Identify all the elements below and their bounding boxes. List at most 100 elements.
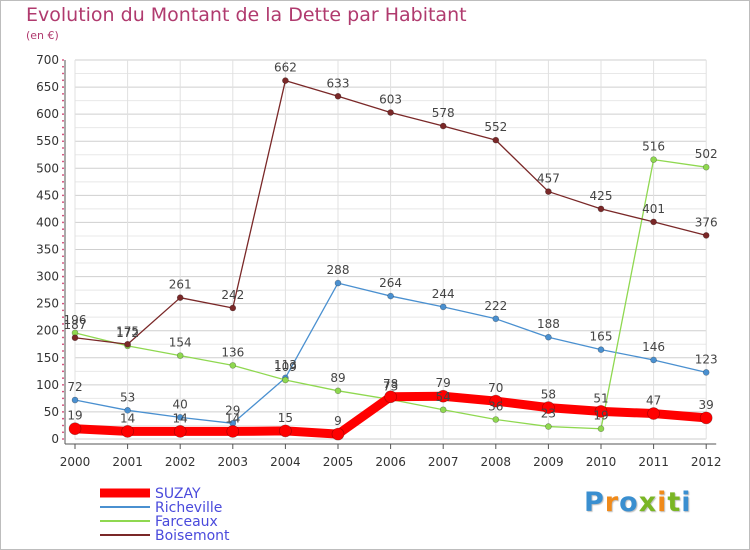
y-minor-tick	[62, 187, 64, 190]
x-tick-label: 2008	[481, 455, 512, 469]
data-point-richeville	[702, 369, 710, 376]
data-label-richeville: 264	[379, 276, 402, 290]
y-minor-tick	[62, 302, 64, 305]
y-minor-tick	[62, 383, 64, 386]
logo-letter: i	[657, 487, 668, 518]
data-label-richeville: 40	[173, 397, 188, 411]
data-point-farceaux	[597, 425, 605, 433]
legend-label-farceaux: Farceaux	[155, 514, 218, 530]
y-minor-tick	[62, 167, 64, 170]
legend-label-boisemont: Boisemont	[155, 528, 230, 544]
y-minor-tick	[62, 147, 64, 149]
data-label-boisemont: 603	[379, 93, 402, 107]
data-label-farceaux: 154	[169, 336, 192, 350]
data-label-farceaux: 23	[541, 407, 556, 421]
data-label-farceaux: 73	[383, 379, 398, 393]
y-minor-tick	[62, 336, 64, 339]
data-point-richeville	[439, 303, 447, 311]
data-point-richeville	[545, 333, 552, 341]
y-minor-tick	[62, 79, 64, 82]
y-minor-tick	[62, 221, 64, 224]
data-label-richeville: 72	[67, 380, 82, 394]
y-minor-tick	[62, 329, 64, 332]
data-point-suzay	[699, 411, 713, 425]
data-point-farceaux	[334, 387, 342, 395]
data-point-suzay	[647, 407, 660, 420]
logo-letter: r	[604, 487, 620, 518]
x-tick-label: 2007	[428, 455, 459, 469]
data-point-farceaux	[702, 163, 710, 171]
x-tick-label: 2011	[638, 455, 669, 469]
y-minor-tick	[62, 431, 64, 434]
data-point-boisemont	[597, 205, 605, 213]
data-point-suzay	[331, 427, 345, 441]
data-point-boisemont	[439, 122, 447, 130]
data-label-farceaux: 36	[488, 400, 503, 414]
data-point-richeville	[492, 315, 500, 323]
data-point-farceaux	[650, 156, 657, 163]
y-tick-label: 600	[36, 107, 59, 121]
data-label-boisemont: 633	[327, 76, 350, 90]
data-point-richeville	[71, 396, 79, 404]
data-label-suzay: 15	[278, 411, 293, 425]
y-minor-tick	[62, 65, 64, 68]
y-minor-tick	[62, 133, 64, 136]
data-label-boisemont: 401	[642, 202, 665, 216]
data-label-boisemont: 425	[590, 189, 613, 203]
y-minor-tick	[62, 228, 64, 231]
y-minor-tick	[62, 59, 64, 61]
logo-letter: t	[667, 487, 682, 518]
data-label-richeville: 222	[484, 299, 507, 313]
data-label-boisemont: 376	[695, 215, 718, 229]
x-tick-label: 2005	[323, 455, 354, 469]
data-point-suzay	[226, 425, 240, 438]
data-point-boisemont	[229, 304, 237, 312]
data-point-richeville	[597, 346, 605, 353]
data-label-farceaux: 516	[642, 140, 665, 154]
y-minor-tick	[62, 282, 64, 285]
data-point-suzay	[436, 389, 450, 403]
y-minor-tick	[62, 255, 64, 258]
data-label-boisemont: 578	[432, 106, 455, 120]
data-label-farceaux: 172	[116, 326, 139, 340]
x-tick-label: 2006	[375, 455, 406, 469]
y-minor-tick	[62, 174, 64, 176]
data-point-richeville	[334, 279, 342, 287]
data-label-richeville: 288	[327, 263, 350, 277]
data-point-boisemont	[492, 136, 500, 144]
data-point-suzay	[489, 394, 503, 408]
data-point-boisemont	[282, 77, 289, 84]
proxiti-logo: Proxiti	[584, 487, 692, 518]
legend-label-richeville: Richeville	[155, 500, 222, 516]
data-label-farceaux: 136	[221, 345, 244, 359]
data-point-farceaux	[545, 423, 552, 430]
y-minor-tick	[62, 235, 64, 237]
data-label-suzay: 14	[120, 411, 135, 425]
y-minor-tick	[62, 207, 64, 210]
y-minor-tick	[62, 309, 64, 312]
data-label-boisemont: 242	[221, 288, 244, 302]
y-tick-label: 0	[51, 432, 59, 446]
x-tick-label: 2009	[533, 455, 564, 469]
y-tick-label: 150	[36, 351, 59, 365]
data-label-suzay: 78	[383, 377, 398, 391]
data-label-suzay: 9	[334, 414, 342, 428]
y-tick-label: 350	[36, 243, 59, 257]
y-minor-tick	[62, 241, 64, 244]
data-label-suzay: 58	[541, 388, 556, 402]
data-label-farceaux: 19	[593, 409, 608, 423]
y-minor-tick	[62, 72, 64, 75]
data-label-richeville: 188	[537, 317, 560, 331]
data-label-richeville: 165	[590, 330, 613, 344]
data-label-suzay: 14	[173, 411, 188, 425]
y-tick-label: 300	[36, 270, 59, 284]
data-label-boisemont: 662	[274, 61, 297, 75]
data-point-farceaux	[176, 352, 184, 359]
logo-letter: o	[619, 487, 639, 518]
y-minor-tick	[62, 377, 64, 379]
data-point-suzay	[279, 424, 292, 438]
data-label-richeville: 113	[274, 358, 297, 372]
x-tick-label: 2012	[691, 455, 722, 469]
data-label-suzay: 70	[488, 381, 503, 395]
